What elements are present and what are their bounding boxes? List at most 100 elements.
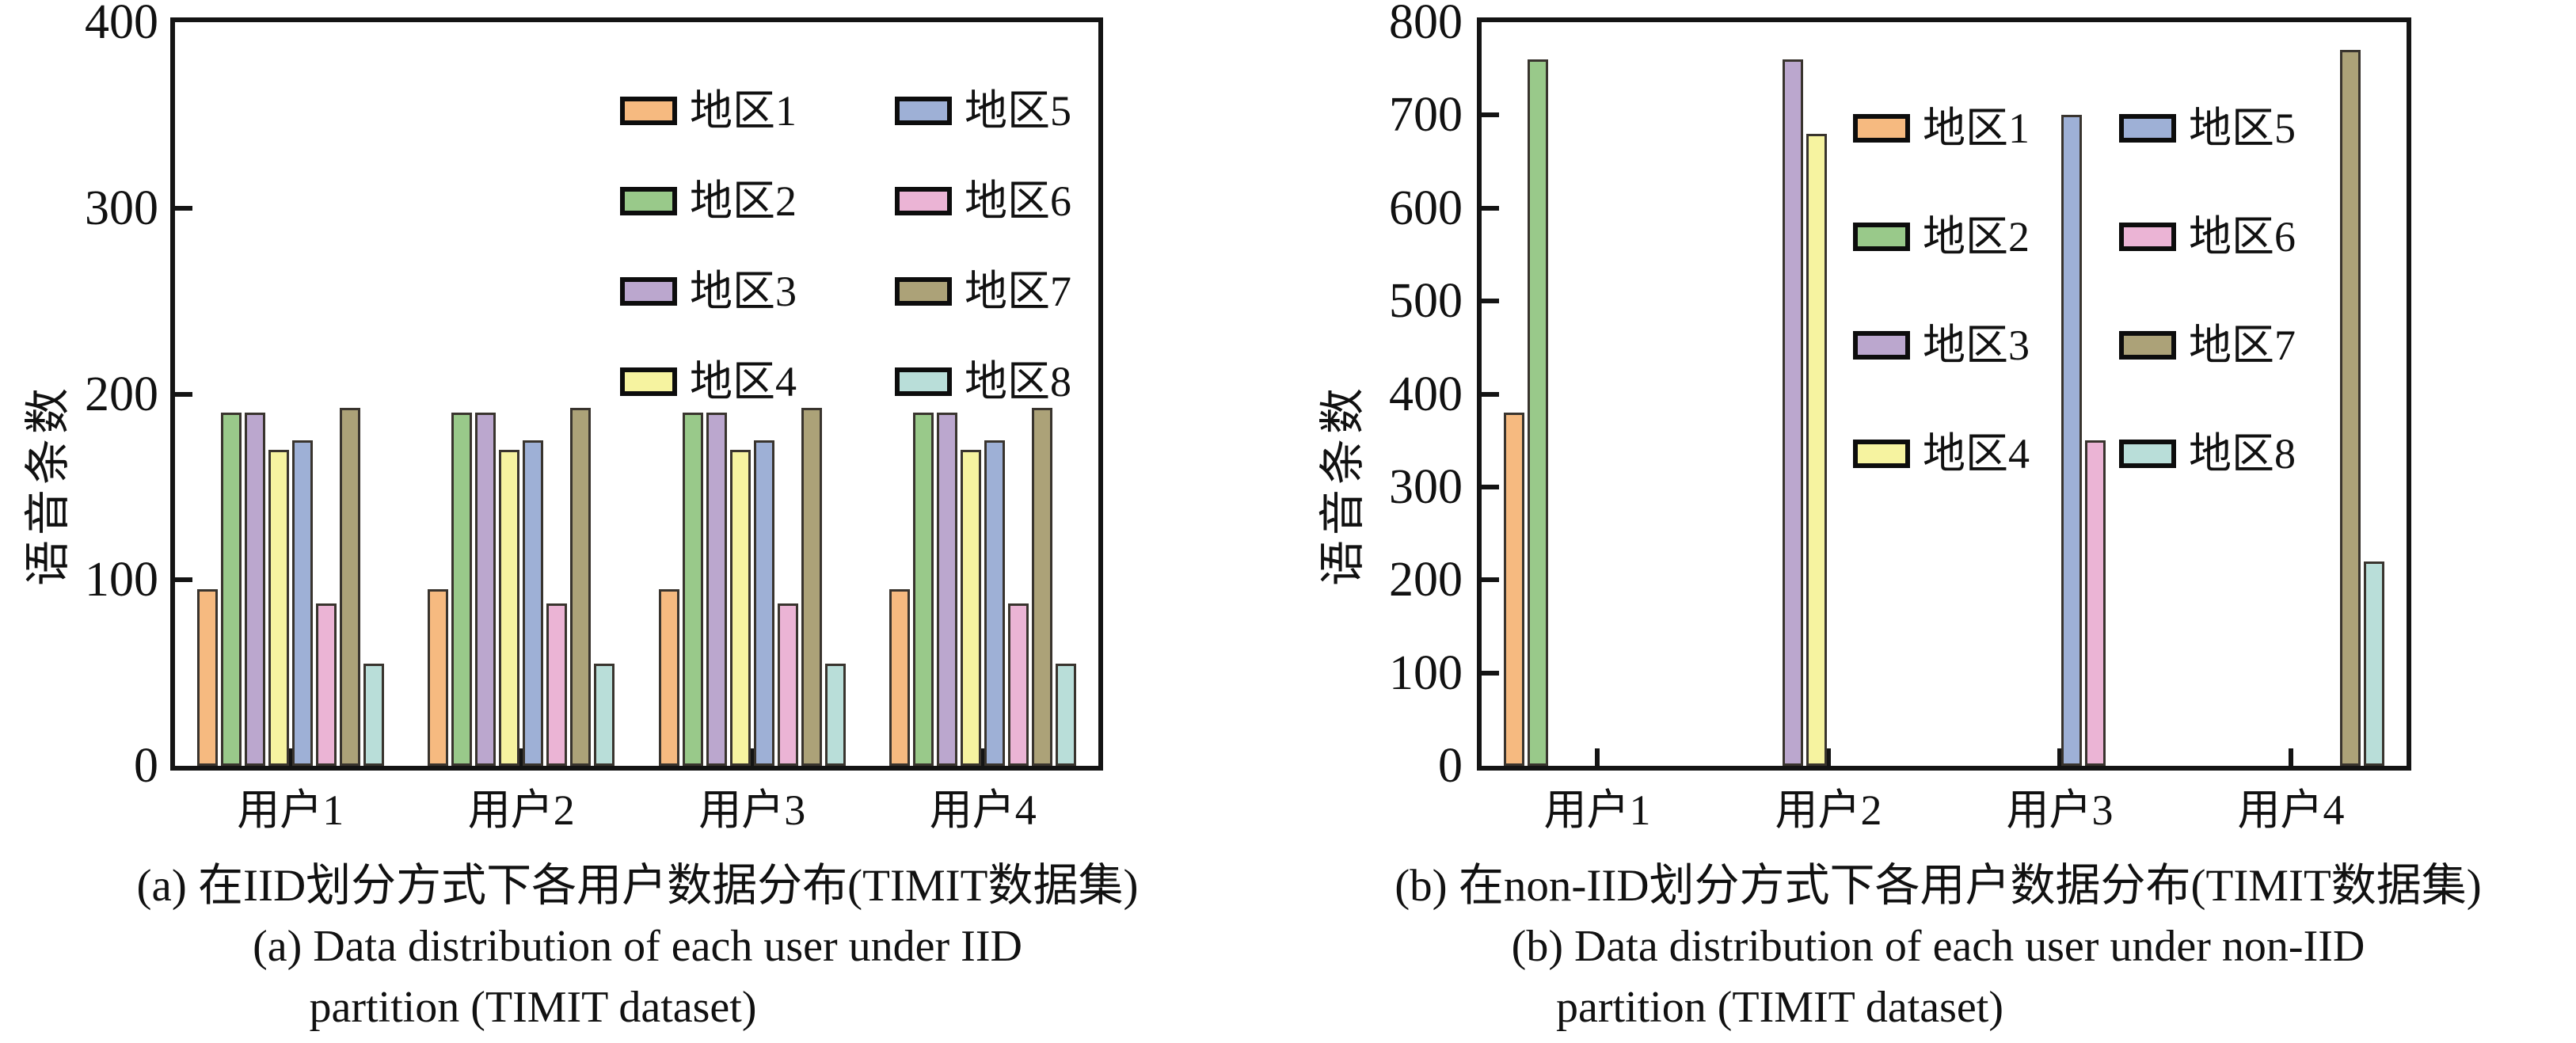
legend-label: 地区7: [965, 268, 1071, 315]
y-axis-tick: [1482, 205, 1499, 211]
legend-swatch: [620, 187, 677, 215]
legend-item-地区8: 地区8: [895, 356, 1071, 407]
x-axis-category-label: 用户1: [1543, 786, 1651, 834]
y-axis-tick-label: 100: [85, 553, 158, 607]
legend-swatch: [1853, 440, 1910, 468]
legend-item-地区5: 地区5: [2119, 103, 2296, 154]
legend-label: 地区4: [690, 358, 797, 405]
y-axis-tick-label: 400: [85, 0, 158, 49]
bar-地区8-用户4: [2364, 561, 2384, 766]
x-axis-tick: [1826, 748, 1831, 766]
legend-item-地区5: 地区5: [895, 86, 1071, 136]
bar-地区3-用户2: [475, 412, 497, 766]
legend-item-地区7: 地区7: [895, 266, 1071, 317]
legend-label: 地区8: [965, 358, 1071, 405]
y-axis-tick: [1482, 577, 1499, 583]
y-axis-tick-label: 0: [134, 739, 158, 793]
bar-地区4-用户2: [1806, 133, 1827, 766]
bar-地区1-用户1: [1504, 412, 1524, 766]
bar-地区7-用户2: [570, 408, 592, 766]
legend-item-地区7: 地区7: [2119, 320, 2296, 371]
caption-zh-b: (b) 在non-IID划分方式下各用户数据分布(TIMIT数据集): [1395, 861, 2482, 911]
legend-item-地区2: 地区2: [1853, 211, 2030, 262]
bar-地区7-用户3: [801, 408, 822, 766]
bar-地区6-用户3: [777, 603, 798, 766]
bar-地区1-用户1: [196, 589, 218, 766]
bar-地区8-用户2: [594, 663, 615, 766]
bar-地区3-用户4: [937, 412, 958, 766]
bar-地区2-用户1: [1528, 59, 1548, 766]
bar-地区4-用户4: [961, 449, 982, 766]
x-axis-category-label: 用户1: [237, 786, 344, 834]
legend-swatch: [620, 97, 677, 125]
bar-地区5-用户4: [984, 440, 1006, 766]
legend-swatch: [1853, 114, 1910, 143]
x-axis-category-label: 用户4: [2237, 786, 2345, 834]
x-axis-tick: [980, 748, 986, 766]
y-axis-tick-label: 300: [1389, 459, 1463, 514]
y-axis-tick-label: 600: [1389, 181, 1463, 235]
caption-en-line1-b: (b) Data distribution of each user under…: [1511, 922, 2365, 971]
y-axis-tick: [1482, 391, 1499, 397]
legend-swatch: [620, 277, 677, 306]
legend-swatch: [2119, 331, 2176, 360]
y-axis-tick: [1482, 484, 1499, 489]
legend-label: 地区2: [690, 177, 797, 225]
legend-swatch: [895, 277, 952, 306]
x-axis-tick: [2057, 748, 2062, 766]
legend-swatch: [895, 367, 952, 396]
x-axis-tick: [749, 748, 755, 766]
y-axis-tick: [1482, 112, 1499, 118]
y-axis-tick-label: 100: [1389, 645, 1463, 700]
y-axis-tick: [1482, 670, 1499, 676]
legend-label: 地区1: [1923, 105, 2030, 152]
bar-地区5-用户2: [523, 440, 544, 766]
bar-地区4-用户2: [499, 449, 520, 766]
legend-swatch: [1853, 223, 1910, 251]
legend-label: 地区2: [1923, 213, 2030, 261]
bar-地区3-用户2: [1783, 59, 1803, 766]
x-axis-category-label: 用户2: [1775, 786, 1882, 834]
legend-swatch: [620, 367, 677, 396]
legend-swatch: [1853, 331, 1910, 360]
x-axis-tick: [287, 748, 293, 766]
caption-en-line2-a: partition (TIMIT dataset): [0, 982, 1275, 1033]
bar-地区7-用户4: [1032, 408, 1053, 766]
plot-area-b: 地区1 地区2 地区3 地区4 地区5 地区6 地区7 地区8: [1477, 17, 2411, 771]
legend-item-地区4: 地区4: [620, 356, 797, 407]
legend-item-地区6: 地区6: [2119, 211, 2296, 262]
bar-地区3-用户1: [244, 412, 265, 766]
legend-label: 地区6: [965, 177, 1071, 225]
bar-地区7-用户1: [339, 408, 360, 766]
bar-地区1-用户3: [658, 589, 679, 766]
legend-label: 地区5: [965, 87, 1071, 135]
legend-swatch: [895, 187, 952, 215]
legend-item-地区3: 地区3: [1853, 320, 2030, 371]
bar-地区5-用户3: [753, 440, 774, 766]
bar-地区2-用户2: [451, 412, 473, 766]
bar-地区8-用户1: [363, 663, 384, 766]
bar-地区6-用户3: [2085, 440, 2106, 766]
legend-label: 地区7: [2189, 322, 2296, 369]
caption-zh-a: (a) 在IID划分方式下各用户数据分布(TIMIT数据集): [136, 861, 1139, 911]
legend-swatch: [2119, 223, 2176, 251]
y-axis-tick: [1482, 299, 1499, 304]
bar-地区5-用户3: [2061, 115, 2082, 766]
legend-label: 地区3: [1923, 322, 2030, 369]
y-axis-tick-label: 200: [85, 367, 158, 421]
y-axis-tick-label: 500: [1389, 274, 1463, 329]
bar-地区8-用户4: [1056, 663, 1077, 766]
y-axis-tick-label: 800: [1389, 0, 1463, 49]
legend-label: 地区8: [2189, 430, 2296, 478]
legend-item-地区1: 地区1: [1853, 103, 2030, 154]
legend-item-地区4: 地区4: [1853, 428, 2030, 479]
legend-swatch: [2119, 440, 2176, 468]
caption-en-line2-b: partition (TIMIT dataset): [1300, 982, 2576, 1033]
y-axis-tick-label: 200: [1389, 553, 1463, 607]
bar-地区6-用户1: [315, 603, 337, 766]
y-axis-tick: [175, 205, 192, 211]
bar-地区4-用户3: [729, 449, 751, 766]
legend-item-地区8: 地区8: [2119, 428, 2296, 479]
bar-地区1-用户2: [428, 589, 449, 766]
